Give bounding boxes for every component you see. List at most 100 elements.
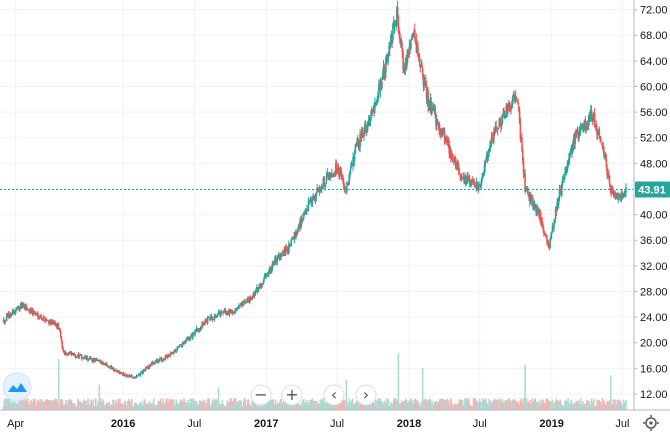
y-tick-label: 60.00 — [640, 81, 668, 93]
candle-body — [176, 348, 178, 352]
y-tick-label: 72.00 — [640, 5, 668, 17]
candle-body — [165, 355, 167, 357]
candle-body — [258, 285, 261, 288]
volume-bar — [616, 400, 619, 410]
candle-body — [302, 212, 305, 218]
candle-body — [424, 79, 426, 82]
candle-body — [41, 318, 43, 320]
candle-body — [467, 176, 469, 179]
candle-body — [252, 296, 254, 299]
volume-bar — [41, 399, 43, 410]
candle-body — [312, 195, 314, 200]
volume-bar — [417, 402, 420, 410]
candle-body — [173, 350, 175, 353]
candle-body — [213, 319, 215, 321]
candle-body — [21, 302, 24, 308]
candle-body — [601, 142, 604, 146]
volume-spike — [609, 375, 612, 410]
candle-body — [590, 109, 593, 119]
candle-body — [172, 352, 175, 355]
volume-bar — [11, 401, 13, 410]
volume-bar — [579, 398, 582, 410]
time-axis[interactable] — [0, 410, 634, 434]
candle-body — [19, 303, 22, 309]
candle-body — [12, 309, 15, 314]
volume-bar — [309, 400, 311, 410]
candle-body — [177, 346, 180, 348]
candle-body — [216, 313, 219, 316]
candle-body — [549, 239, 551, 248]
candle-body — [26, 309, 28, 310]
scroll-left-button[interactable]: ‹ — [323, 384, 345, 406]
zoom-in-button[interactable]: + — [281, 384, 303, 406]
candle-body — [448, 143, 451, 154]
candle-body — [566, 165, 569, 172]
candle-body — [217, 312, 220, 314]
candle-body — [586, 125, 589, 127]
candle-body — [65, 352, 67, 354]
candle-body — [145, 366, 147, 370]
candle-body — [568, 154, 571, 160]
candle-body — [607, 173, 610, 178]
gear-icon — [645, 417, 657, 429]
volume-bar — [306, 399, 308, 410]
candle-body — [324, 184, 326, 187]
y-tick-label: 48.00 — [640, 158, 668, 170]
candle-body — [513, 94, 515, 97]
candle-body — [623, 193, 626, 195]
candle-body — [130, 374, 133, 378]
candle-body — [298, 226, 300, 229]
scroll-right-button[interactable]: › — [355, 384, 377, 406]
volume-bar — [590, 398, 593, 410]
candle-body — [495, 126, 497, 129]
candle-body — [551, 226, 554, 233]
candle-body — [399, 34, 401, 43]
candle-body — [255, 289, 257, 291]
settings-button[interactable] — [643, 415, 659, 431]
volume-bar — [476, 401, 479, 410]
logo-button[interactable] — [2, 372, 32, 402]
candle-body — [370, 111, 372, 120]
candle-body — [213, 314, 216, 320]
candle-body — [91, 358, 93, 361]
candle-body — [211, 317, 214, 320]
volume-bar — [349, 401, 352, 410]
candle-body — [543, 230, 545, 233]
volume-bar — [528, 400, 531, 410]
candle-body — [592, 115, 594, 121]
candle-body — [374, 102, 376, 109]
candle-body — [617, 196, 619, 200]
candle-body — [22, 305, 24, 308]
candle-body — [616, 193, 619, 199]
candle-body — [267, 272, 270, 276]
volume-bar — [33, 398, 36, 410]
volume-bar — [392, 398, 395, 410]
candle-body — [554, 208, 557, 220]
volume-bar — [272, 399, 275, 410]
candle-body — [19, 309, 21, 310]
candle-body — [392, 23, 394, 41]
zoom-out-button[interactable]: − — [250, 384, 272, 406]
price-axis[interactable] — [634, 0, 670, 434]
candle-body — [396, 8, 398, 26]
volume-bar — [539, 399, 541, 410]
candle-body — [297, 227, 300, 231]
candle-body — [51, 319, 53, 321]
volume-bar — [73, 403, 76, 410]
candle-body — [200, 327, 203, 329]
candle-body — [272, 261, 275, 265]
candle-body — [50, 319, 53, 325]
candle-body — [520, 137, 522, 139]
candle-body — [342, 181, 345, 187]
candle-body — [363, 133, 365, 137]
candle-body — [228, 311, 231, 315]
candle-body — [373, 108, 375, 111]
volume-bar — [83, 399, 85, 410]
volume-bar — [130, 398, 133, 410]
volume-bar — [91, 400, 93, 410]
volume-bar — [457, 402, 459, 410]
candle-body — [482, 175, 485, 176]
candle-body — [120, 372, 123, 374]
candle-body — [191, 333, 194, 339]
